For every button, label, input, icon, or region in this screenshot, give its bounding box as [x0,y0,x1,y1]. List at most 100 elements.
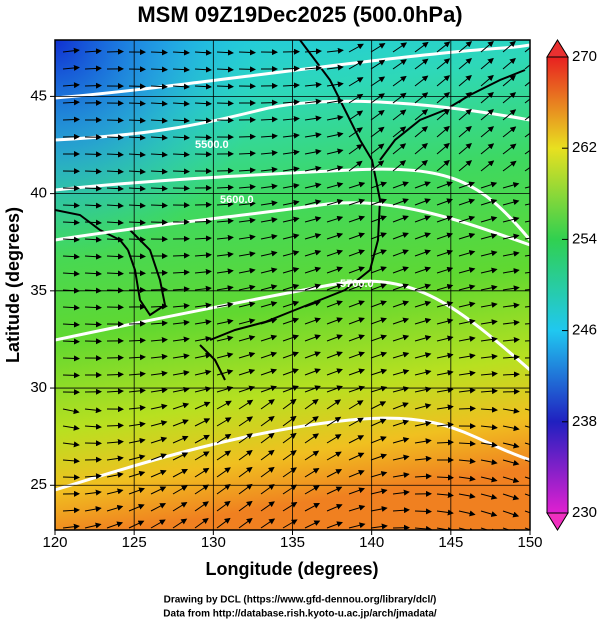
streamline [106,521,124,529]
streamline [150,117,168,124]
streamline [326,334,343,342]
streamline [370,76,386,87]
streamline [304,98,322,105]
streamline [238,368,256,376]
streamline [414,232,431,240]
streamline [150,469,167,478]
streamline [150,519,166,529]
streamline [62,424,80,431]
streamline [502,109,517,121]
streamline [326,249,344,257]
streamline [436,232,454,240]
streamline [436,249,454,257]
streamline [326,114,344,121]
streamline [480,319,498,326]
streamline [282,519,298,529]
streamline [238,416,254,427]
streamline [62,408,80,415]
streamline [282,484,298,495]
streamline [392,266,409,274]
streamline [392,334,410,342]
streamline [128,151,146,158]
streamline [128,100,146,107]
streamline [106,185,124,192]
streamline [194,369,212,376]
streamline [480,441,498,448]
streamline [238,433,253,444]
streamline [348,43,364,53]
streamline [282,501,298,512]
streamline [458,284,476,291]
streamline [172,386,190,393]
streamline [150,202,168,209]
streamline [480,302,498,308]
streamline [282,415,297,427]
streamline [458,58,472,70]
streamline [370,160,385,172]
streamline [458,198,476,206]
streamline [370,471,388,478]
streamline [480,233,498,240]
streamline [436,492,454,499]
streamline [238,184,256,191]
x-tick-label: 125 [122,534,147,551]
streamline [62,270,80,277]
streamline [414,403,432,410]
streamline [414,352,432,359]
streamline [216,301,234,308]
streamline [370,351,388,359]
streamline [304,398,319,410]
streamline [524,203,530,206]
streamline [216,450,232,461]
contour-label: 5500.0 [195,139,229,151]
streamline [194,100,212,107]
streamline [172,319,190,326]
streamline [216,517,231,529]
streamline [370,523,388,530]
streamline [106,236,124,243]
streamline [238,335,256,342]
streamline [304,115,322,122]
streamline [326,148,344,155]
x-tick-label: 135 [280,534,305,551]
streamline [370,181,388,189]
streamline [370,436,387,444]
streamline [502,250,520,257]
streamline [216,251,234,258]
streamline [414,41,429,53]
streamline [106,168,124,175]
streamline [480,160,495,172]
streamline [194,484,210,495]
streamline [524,64,530,70]
streamline [326,131,344,138]
streamline [62,116,80,123]
streamline [348,417,364,427]
streamline [414,508,432,515]
streamline [480,493,498,500]
streamline [414,142,428,155]
streamline [348,452,365,461]
streamline [458,108,472,121]
streamline [84,236,102,243]
streamline [502,75,516,87]
streamline [260,116,278,123]
chart-title: MSM 09Z19Dec2025 (500.0hPa) [137,2,462,27]
streamline [128,168,146,175]
streamline [238,234,256,241]
streamline [436,181,453,189]
colorbar-extend-top [546,39,569,58]
streamline [304,48,322,55]
streamline [260,233,278,240]
streamline [150,303,168,310]
streamline [304,351,321,359]
streamline [84,65,102,72]
streamline [458,250,476,257]
streamline [524,476,530,480]
streamline [348,334,365,342]
streamline [84,185,102,192]
streamline [194,134,212,141]
streamline [238,167,256,174]
streamline [370,198,387,206]
streamline [128,83,146,90]
streamline [436,421,454,428]
